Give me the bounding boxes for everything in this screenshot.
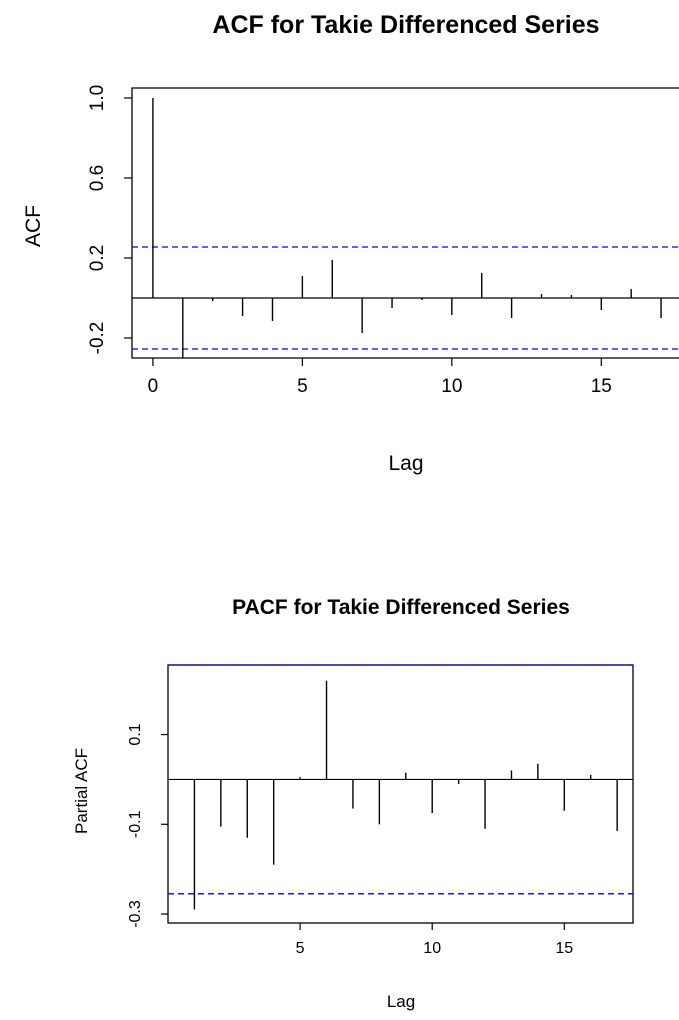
x-axis-label: Lag — [388, 452, 423, 475]
pacf-panel: PACF for Takie Differenced Series Partia… — [72, 596, 634, 1011]
x-tick-label: 15 — [555, 940, 573, 957]
chart-title: ACF for Takie Differenced Series — [212, 11, 599, 39]
y-axis-label: ACF — [22, 205, 45, 247]
y-tick-label: 0.2 — [87, 245, 108, 271]
acf-panel: ACF for Takie Differenced Series ACF Lag… — [22, 11, 679, 475]
x-tick-label: 5 — [296, 940, 305, 957]
x-tick-label: 15 — [591, 376, 612, 397]
x-tick-label: 0 — [148, 376, 159, 397]
y-tick-label: 0.6 — [87, 165, 108, 191]
y-tick-label: 0.1 — [127, 723, 144, 745]
pacf-plot-area: 5 10 15 -0.3 -0.1 0.1 — [127, 664, 634, 957]
x-tick-label: 10 — [423, 940, 441, 957]
x-axis-label: Lag — [387, 992, 415, 1011]
y-tick-label: -0.2 — [87, 322, 108, 355]
plot-frame — [131, 87, 679, 359]
y-axis-label: Partial ACF — [72, 748, 91, 834]
y-tick-label: 1.0 — [87, 85, 108, 111]
x-tick-label: 5 — [297, 376, 308, 397]
y-tick-label: -0.3 — [127, 900, 144, 928]
y-tick-label: -0.1 — [127, 810, 144, 838]
chart-title: PACF for Takie Differenced Series — [232, 596, 570, 619]
plot-frame — [167, 664, 634, 924]
x-tick-label: 10 — [441, 376, 462, 397]
acf-plot-area: 0 5 10 15 -0.2 0.2 0.6 1.0 — [87, 85, 679, 397]
